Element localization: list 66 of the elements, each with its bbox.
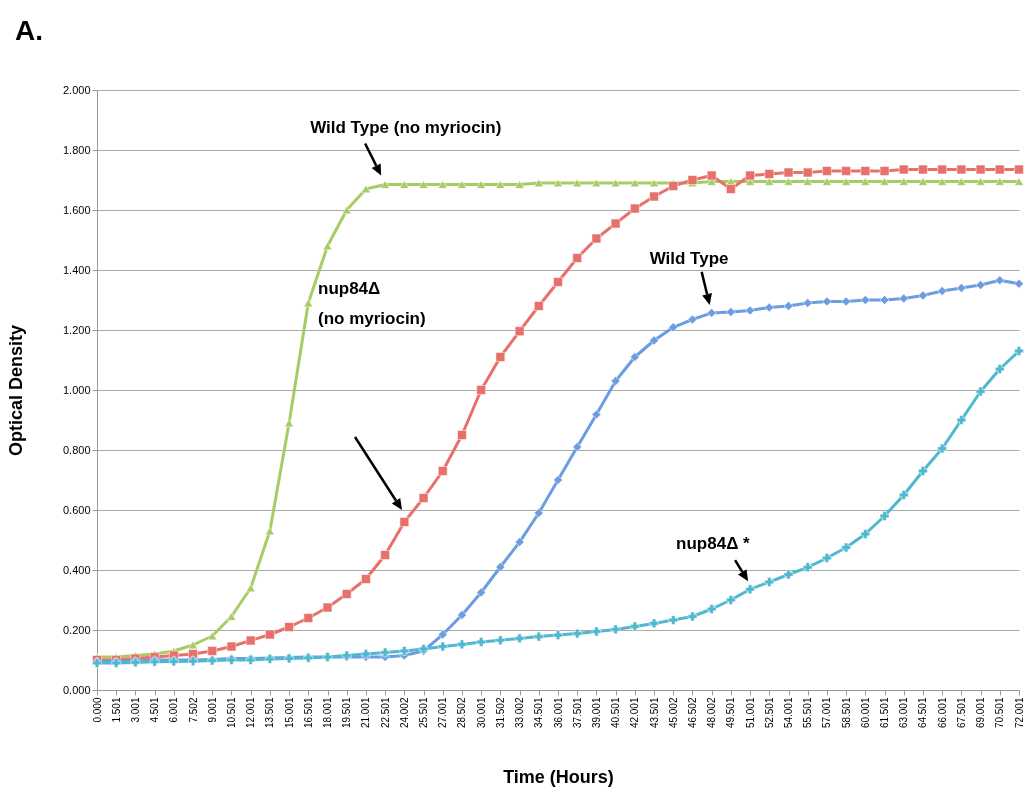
x-tick-label: 69.001	[975, 697, 987, 729]
y-tick-label: 1.800	[62, 143, 91, 156]
x-tick-label: 12.001	[245, 697, 257, 729]
annotation: nup84Δ (no myriocin)	[318, 279, 426, 328]
x-tick-label: 31.502	[494, 697, 506, 729]
x-tick-label: 15.001	[283, 697, 295, 729]
x-tick-label: 61.501	[879, 697, 891, 729]
x-tick-label: 52.501	[763, 697, 775, 729]
chart-title: A.	[15, 15, 43, 46]
x-tick-label: 7.502	[187, 697, 199, 723]
x-tick-label: 42.001	[629, 697, 641, 729]
x-tick-label: 64.501	[917, 697, 929, 729]
y-tick-label: 1.000	[62, 383, 91, 396]
x-tick-label: 63.001	[898, 697, 910, 729]
x-tick-label: 25.501	[418, 697, 430, 729]
x-tick-label: 28.502	[456, 697, 468, 729]
x-tick-label: 36.001	[552, 697, 564, 729]
x-tick-label: 18.001	[322, 697, 333, 729]
x-tick-label: 21.001	[360, 697, 372, 729]
y-tick-label: 0.800	[62, 443, 91, 456]
x-tick-label: 48.002	[706, 697, 718, 729]
annotation: Wild Type	[649, 248, 729, 268]
y-axis-title: Optical Density	[5, 324, 26, 457]
x-tick-label: 4.501	[149, 697, 161, 723]
y-tick-label: 1.200	[62, 323, 91, 336]
x-tick-label: 1.501	[110, 697, 122, 723]
y-tick-label: 0.600	[62, 503, 91, 516]
x-tick-label: 22.501	[379, 697, 391, 729]
x-tick-label: 33.002	[514, 697, 526, 729]
x-tick-label: 66.001	[936, 697, 948, 729]
x-tick-label: 45.002	[667, 697, 679, 729]
x-tick-label: 24.002	[398, 697, 410, 729]
x-tick-label: 37.501	[571, 697, 583, 729]
x-tick-label: 43.501	[648, 697, 660, 729]
x-tick-label: 49.501	[725, 697, 737, 729]
y-tick-label: 0.000	[62, 683, 91, 696]
x-tick-label: 51.001	[744, 697, 756, 729]
x-tick-label: 6.001	[168, 697, 180, 723]
x-tick-label: 34.501	[533, 697, 545, 729]
x-tick-label: 39.001	[590, 697, 602, 729]
y-tick-label: 2.000	[62, 83, 91, 96]
x-tick-label: 58.501	[840, 697, 852, 729]
x-tick-label: 60.001	[859, 697, 871, 729]
x-tick-label: 70.501	[994, 697, 1006, 729]
annotation: nup84Δ *	[676, 534, 751, 554]
y-tick-label: 0.200	[62, 623, 91, 636]
x-tick-label: 16.501	[302, 697, 314, 729]
x-tick-label: 19.501	[341, 697, 353, 729]
x-tick-label: 67.501	[955, 697, 967, 729]
annotation: Wild Type (no myriocin)	[310, 117, 502, 137]
y-tick-label: 1.600	[62, 203, 91, 216]
x-tick-label: 40.501	[610, 697, 622, 729]
x-tick-label: 46.502	[686, 697, 698, 729]
x-tick-label: 30.001	[475, 697, 487, 729]
x-tick-label: 3.001	[129, 697, 141, 723]
x-tick-label: 54.001	[783, 697, 794, 729]
x-tick-label: 9.001	[206, 697, 218, 723]
y-tick-label: 0.400	[62, 563, 91, 576]
x-tick-label: 27.001	[437, 697, 449, 729]
y-tick-label: 1.400	[62, 263, 91, 276]
x-tick-label: 57.001	[821, 697, 833, 729]
x-tick-label: 10.501	[225, 697, 237, 729]
x-tick-label: 55.501	[802, 697, 814, 729]
x-axis-title: Time (Hours)	[503, 766, 614, 787]
x-tick-label: 13.501	[264, 697, 276, 729]
x-tick-label: 72.001	[1013, 697, 1025, 729]
